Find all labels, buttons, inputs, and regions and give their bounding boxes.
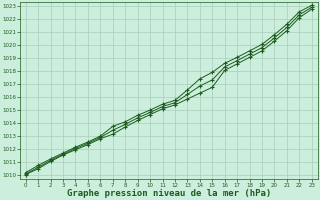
- X-axis label: Graphe pression niveau de la mer (hPa): Graphe pression niveau de la mer (hPa): [67, 189, 271, 198]
